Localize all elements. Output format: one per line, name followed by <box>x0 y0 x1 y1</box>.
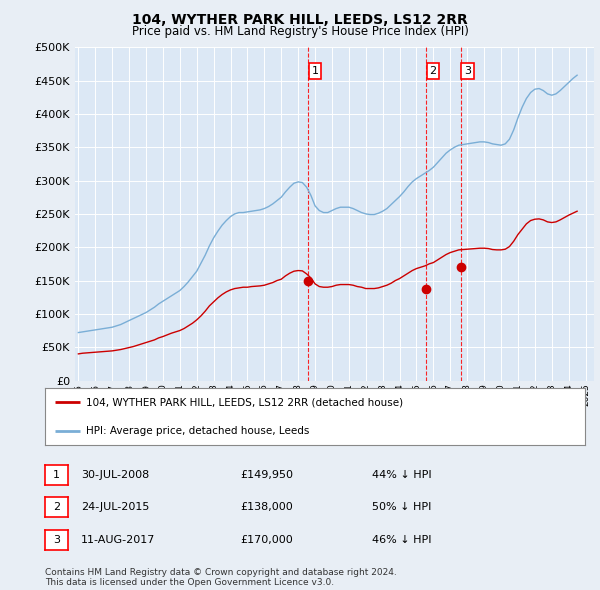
Text: 2: 2 <box>430 66 436 76</box>
Text: 3: 3 <box>53 535 60 545</box>
Text: £149,950: £149,950 <box>240 470 293 480</box>
Text: Price paid vs. HM Land Registry's House Price Index (HPI): Price paid vs. HM Land Registry's House … <box>131 25 469 38</box>
Text: 30-JUL-2008: 30-JUL-2008 <box>81 470 149 480</box>
Text: 44% ↓ HPI: 44% ↓ HPI <box>372 470 431 480</box>
Text: Contains HM Land Registry data © Crown copyright and database right 2024.
This d: Contains HM Land Registry data © Crown c… <box>45 568 397 587</box>
Text: 11-AUG-2017: 11-AUG-2017 <box>81 535 155 545</box>
Text: £138,000: £138,000 <box>240 503 293 512</box>
Text: HPI: Average price, detached house, Leeds: HPI: Average price, detached house, Leed… <box>86 426 309 436</box>
Text: 46% ↓ HPI: 46% ↓ HPI <box>372 535 431 545</box>
Text: £170,000: £170,000 <box>240 535 293 545</box>
Text: 2: 2 <box>53 503 60 512</box>
Text: 50% ↓ HPI: 50% ↓ HPI <box>372 503 431 512</box>
Text: 24-JUL-2015: 24-JUL-2015 <box>81 503 149 512</box>
Text: 104, WYTHER PARK HILL, LEEDS, LS12 2RR (detached house): 104, WYTHER PARK HILL, LEEDS, LS12 2RR (… <box>86 397 403 407</box>
Text: 104, WYTHER PARK HILL, LEEDS, LS12 2RR: 104, WYTHER PARK HILL, LEEDS, LS12 2RR <box>132 13 468 27</box>
Text: 1: 1 <box>53 470 60 480</box>
Text: 1: 1 <box>311 66 319 76</box>
Text: 3: 3 <box>464 66 471 76</box>
